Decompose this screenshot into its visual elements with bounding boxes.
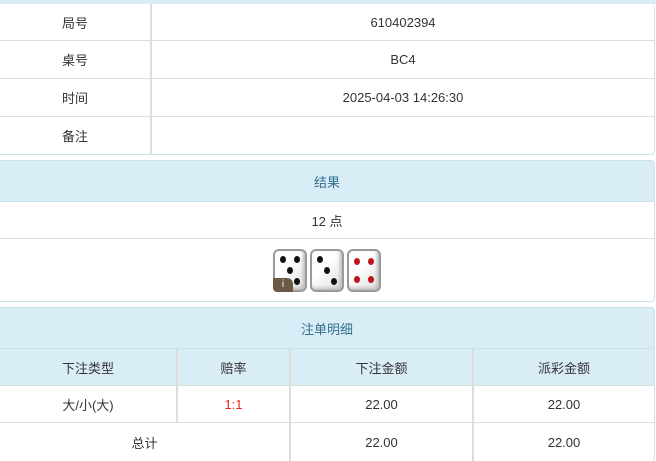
- result-title: 结果: [0, 161, 654, 202]
- info-value: 610402394: [370, 14, 436, 30]
- die-pip: [293, 256, 300, 264]
- info-label: 桌号: [0, 41, 152, 78]
- bet-amount: 22.00: [291, 386, 474, 422]
- col-payout: 派彩金额: [537, 360, 590, 376]
- die-pip: [354, 258, 361, 266]
- dice-group: i: [273, 248, 381, 292]
- die-pip: [367, 258, 374, 266]
- total-amount: 22.00: [291, 423, 474, 461]
- dice-row: i: [0, 239, 654, 301]
- info-label: 时间: [0, 79, 152, 116]
- col-bet-type: 下注类型: [0, 349, 178, 385]
- odds: 1:1: [178, 386, 291, 422]
- info-row: 备注: [0, 117, 654, 154]
- bet-details-title: 注单明细: [0, 308, 654, 349]
- info-row: 局号 610402394: [0, 4, 654, 41]
- table-row: 大/小(大) 1:1 22.00 22.00: [0, 386, 654, 423]
- die-pip: [354, 275, 361, 283]
- die-pip: [367, 275, 374, 283]
- round-info-panel: 局号 610402394 桌号 BC4 时间 2025-04-03 14:26:…: [0, 4, 655, 155]
- info-value: BC4: [390, 52, 416, 67]
- die-5: i: [273, 248, 307, 292]
- total-row: 总计 22.00 22.00: [0, 423, 654, 461]
- die-pip: [280, 256, 287, 264]
- col-odds: 赔率: [178, 349, 291, 385]
- total-payout: 22.00: [547, 434, 581, 450]
- result-panel: 结果 12 点 i: [0, 160, 655, 302]
- payout: 22.00: [547, 396, 581, 412]
- die-pip: [324, 267, 330, 274]
- die-pip: [317, 256, 324, 264]
- top-strip: [0, 0, 656, 4]
- die-4: [347, 248, 381, 292]
- die-pip: [287, 267, 293, 274]
- info-value: [152, 117, 654, 154]
- die-pip: [330, 277, 337, 285]
- bet-details-panel: 注单明细 下注类型 赔率 下注金额 派彩金额 大/小(大) 1:1 22.00 …: [0, 307, 655, 461]
- col-bet-amount: 下注金额: [291, 349, 474, 385]
- info-row: 桌号 BC4: [0, 41, 654, 79]
- die-pip: [293, 277, 300, 285]
- bet-type: 大/小(大): [0, 386, 178, 422]
- info-label: 局号: [0, 4, 152, 40]
- die-3: [310, 248, 344, 292]
- total-label: 总计: [0, 423, 291, 461]
- info-icon[interactable]: i: [273, 277, 293, 292]
- info-row: 时间 2025-04-03 14:26:30: [0, 79, 654, 117]
- info-label: 备注: [0, 117, 152, 154]
- table-header: 下注类型 赔率 下注金额 派彩金额: [0, 349, 654, 386]
- result-points: 12 点: [0, 202, 654, 239]
- info-value: 2025-04-03 14:26:30: [342, 90, 464, 105]
